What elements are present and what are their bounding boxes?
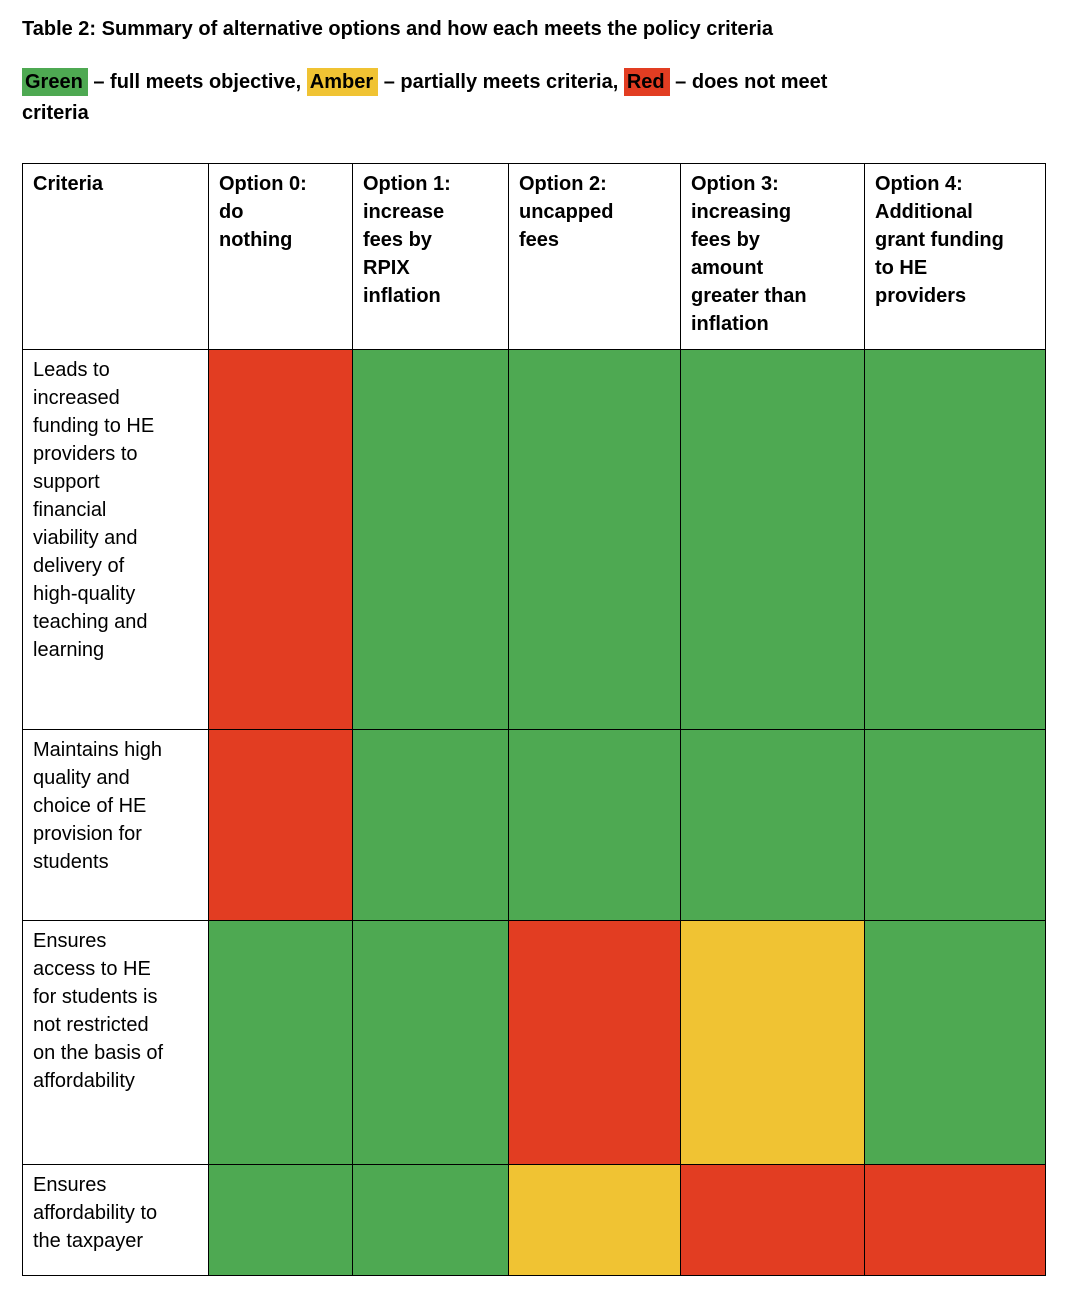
- table-row: Ensures access to HE for students is not…: [22, 920, 1046, 1165]
- page: Table 2: Summary of alternative options …: [22, 16, 1046, 1276]
- status-cell: [680, 349, 865, 730]
- status-cell: [352, 920, 509, 1165]
- criteria-cell-row-2: Ensures access to HE for students is not…: [22, 920, 209, 1165]
- status-cell: [352, 729, 509, 921]
- legend-red-text: – does not meet criteria: [22, 71, 828, 124]
- criteria-cell-row-1: Maintains high quality and choice of HE …: [22, 729, 209, 921]
- status-cell: [680, 1164, 865, 1276]
- status-cell: [508, 349, 681, 730]
- page-title: Table 2: Summary of alternative options …: [22, 18, 773, 40]
- status-cell: [508, 729, 681, 921]
- table-row: Maintains high quality and choice of HE …: [22, 729, 1046, 921]
- legend-amber-label: Amber: [306, 68, 379, 96]
- status-cell: [864, 349, 1046, 730]
- table-row: Ensures affordability to the taxpayer: [22, 1164, 1046, 1276]
- legend-red-label: Red: [623, 68, 670, 96]
- table-row: Leads to increased funding to HE provide…: [22, 349, 1046, 730]
- status-cell: [680, 729, 865, 921]
- status-cell: [208, 920, 353, 1165]
- col-header-option-4: Option 4: Additional grant funding to HE…: [864, 163, 1046, 350]
- status-cell: [508, 1164, 681, 1276]
- col-header-option-2: Option 2: uncapped fees: [508, 163, 681, 350]
- header-row: Criteria Option 0: do nothing Option 1: …: [22, 163, 1046, 350]
- col-header-option-1: Option 1: increase fees by RPIX inflatio…: [352, 163, 509, 350]
- col-header-option-0: Option 0: do nothing: [208, 163, 353, 350]
- status-cell: [352, 349, 509, 730]
- status-cell: [208, 1164, 353, 1276]
- status-cell: [208, 729, 353, 921]
- legend-amber-text: – partially meets criteria,: [378, 71, 624, 93]
- status-cell: [864, 1164, 1046, 1276]
- col-header-criteria: Criteria: [22, 163, 209, 350]
- status-cell: [208, 349, 353, 730]
- policy-criteria-table: Criteria Option 0: do nothing Option 1: …: [22, 163, 1046, 1276]
- criteria-cell-row-0: Leads to increased funding to HE provide…: [22, 349, 209, 730]
- legend-green-label: Green: [22, 68, 88, 96]
- criteria-cell-row-3: Ensures affordability to the taxpayer: [22, 1164, 209, 1276]
- legend: Green – full meets objective, Amber – pa…: [22, 67, 1022, 129]
- status-cell: [680, 920, 865, 1165]
- status-cell: [864, 729, 1046, 921]
- status-cell: [864, 920, 1046, 1165]
- status-cell: [352, 1164, 509, 1276]
- legend-green-text: – full meets objective,: [87, 71, 307, 93]
- status-cell: [508, 920, 681, 1165]
- col-header-option-3: Option 3: increasing fees by amount grea…: [680, 163, 865, 350]
